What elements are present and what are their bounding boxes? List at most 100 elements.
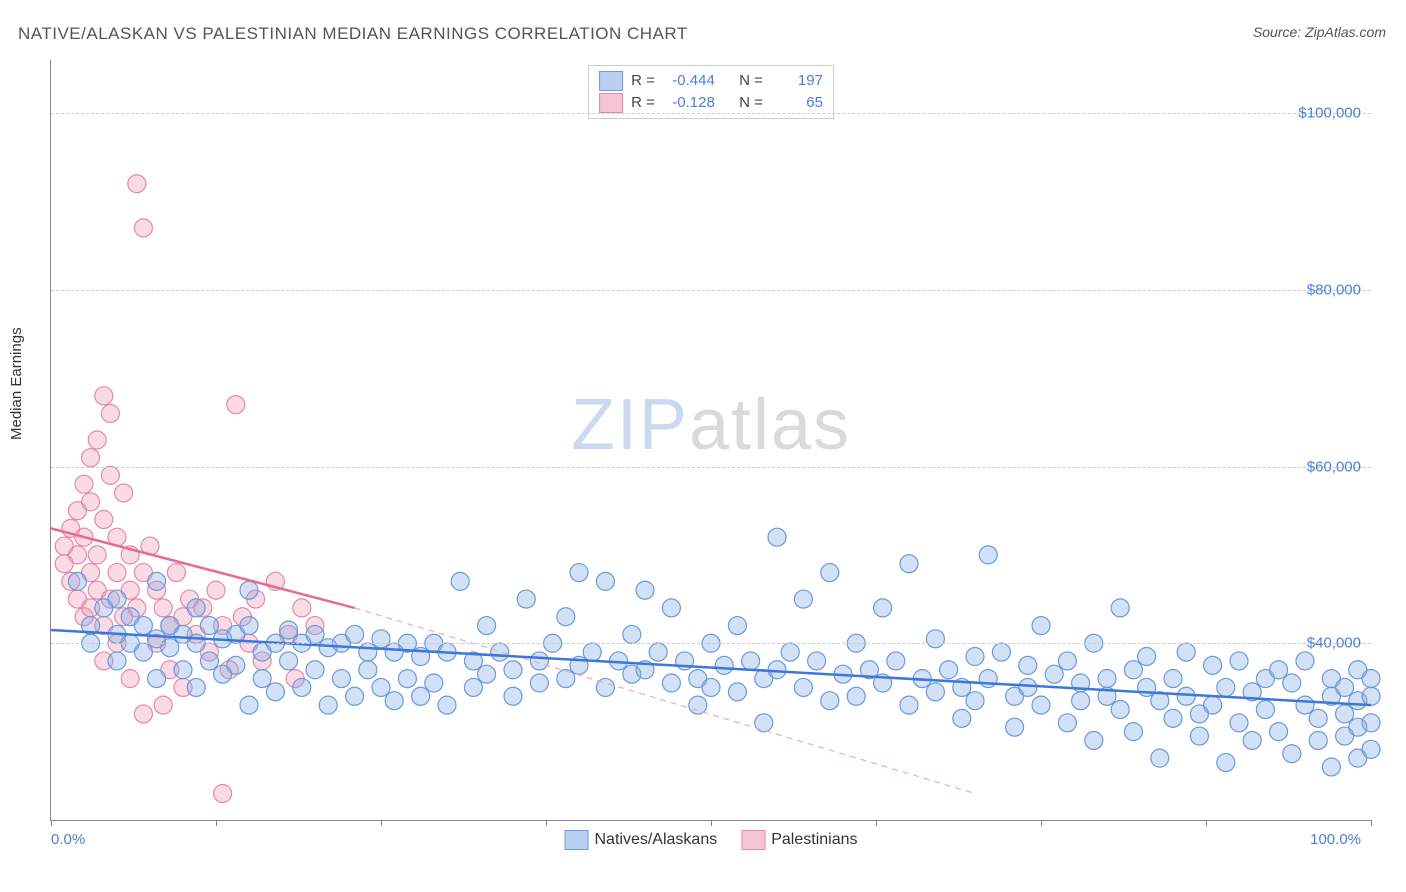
scatter-point: [293, 678, 311, 696]
scatter-point: [636, 581, 654, 599]
scatter-point: [134, 219, 152, 237]
n-label: N =: [739, 70, 763, 92]
scatter-point: [1230, 714, 1248, 732]
scatter-point: [992, 643, 1010, 661]
scatter-point: [1058, 714, 1076, 732]
scatter-point: [95, 387, 113, 405]
scatter-point: [319, 696, 337, 714]
scatter-point: [742, 652, 760, 670]
scatter-point: [1124, 661, 1142, 679]
scatter-point: [1045, 665, 1063, 683]
scatter-point: [187, 678, 205, 696]
scatter-point: [121, 670, 139, 688]
scatter-point: [662, 674, 680, 692]
ytick-label: $100,000: [1298, 105, 1361, 122]
xtick: [1206, 820, 1207, 826]
scatter-point: [926, 683, 944, 701]
xtick: [1371, 820, 1372, 826]
xtick: [381, 820, 382, 826]
scatter-point: [1058, 652, 1076, 670]
scatter-point: [557, 608, 575, 626]
scatter-point: [174, 661, 192, 679]
n-value-0: 197: [771, 70, 823, 92]
scatter-point: [346, 687, 364, 705]
scatter-point: [530, 652, 548, 670]
scatter-point: [359, 661, 377, 679]
scatter-point: [88, 431, 106, 449]
swatch-pink: [741, 830, 765, 850]
scatter-point: [280, 621, 298, 639]
scatter-point: [306, 625, 324, 643]
scatter-point: [82, 493, 100, 511]
gridline: [51, 643, 1371, 644]
scatter-point: [1164, 709, 1182, 727]
r-label: R =: [631, 92, 655, 114]
xtick: [216, 820, 217, 826]
scatter-point: [728, 617, 746, 635]
scatter-point: [108, 652, 126, 670]
scatter-point: [68, 572, 86, 590]
scatter-point: [1177, 687, 1195, 705]
scatter-point: [1006, 718, 1024, 736]
scatter-point: [88, 546, 106, 564]
scatter-point: [240, 581, 258, 599]
scatter-point: [1296, 652, 1314, 670]
scatter-point: [372, 630, 390, 648]
scatter-point: [900, 555, 918, 573]
legend-bottom: Natives/Alaskans Palestinians: [565, 830, 858, 850]
scatter-point: [1217, 754, 1235, 772]
scatter-point: [101, 404, 119, 422]
scatter-point: [1336, 705, 1354, 723]
scatter-point: [207, 581, 225, 599]
scatter-point: [1164, 670, 1182, 688]
scatter-point: [200, 617, 218, 635]
scatter-point: [148, 670, 166, 688]
legend-item-1: Palestinians: [741, 830, 857, 850]
scatter-point: [280, 652, 298, 670]
scatter-point: [478, 665, 496, 683]
swatch-blue: [565, 830, 589, 850]
scatter-point: [451, 572, 469, 590]
scatter-point: [128, 175, 146, 193]
scatter-point: [332, 670, 350, 688]
scatter-point: [649, 643, 667, 661]
chart-svg: [51, 60, 1371, 820]
scatter-point: [359, 643, 377, 661]
scatter-point: [134, 617, 152, 635]
scatter-point: [293, 599, 311, 617]
scatter-point: [874, 599, 892, 617]
chart-source: Source: ZipAtlas.com: [1253, 24, 1386, 40]
scatter-point: [1283, 745, 1301, 763]
legend-label-1: Palestinians: [771, 831, 857, 849]
scatter-point: [398, 670, 416, 688]
scatter-point: [95, 511, 113, 529]
swatch-pink: [599, 93, 623, 113]
scatter-point: [108, 590, 126, 608]
legend-stats-row-0: R = -0.444 N = 197: [599, 70, 823, 92]
scatter-point: [966, 692, 984, 710]
scatter-point: [1032, 696, 1050, 714]
scatter-point: [240, 617, 258, 635]
scatter-point: [1309, 731, 1327, 749]
scatter-point: [1177, 643, 1195, 661]
scatter-point: [167, 564, 185, 582]
scatter-point: [926, 630, 944, 648]
scatter-point: [1032, 617, 1050, 635]
scatter-point: [940, 661, 958, 679]
scatter-point: [385, 692, 403, 710]
scatter-point: [108, 564, 126, 582]
xtick: [876, 820, 877, 826]
scatter-point: [1019, 678, 1037, 696]
scatter-point: [596, 572, 614, 590]
scatter-point: [715, 656, 733, 674]
scatter-point: [1309, 709, 1327, 727]
scatter-point: [214, 784, 232, 802]
scatter-point: [1256, 701, 1274, 719]
scatter-point: [148, 572, 166, 590]
r-label: R =: [631, 70, 655, 92]
scatter-point: [979, 546, 997, 564]
scatter-point: [154, 599, 172, 617]
ytick-label: $40,000: [1307, 635, 1361, 652]
scatter-point: [570, 564, 588, 582]
scatter-point: [821, 564, 839, 582]
